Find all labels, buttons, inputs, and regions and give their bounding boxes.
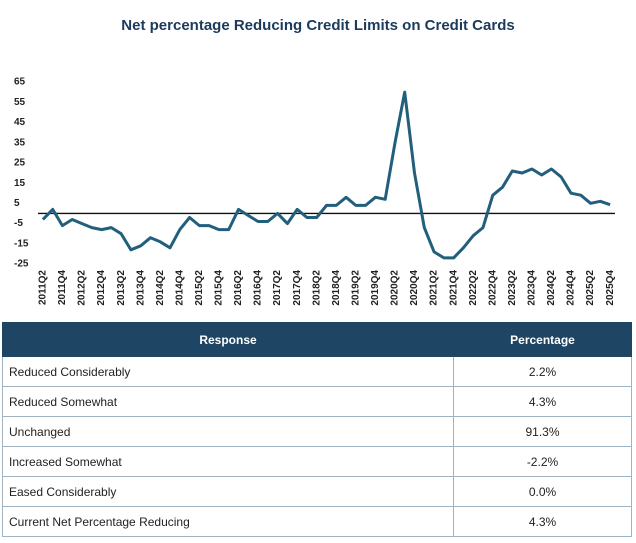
response-cell: Reduced Somewhat — [2, 386, 454, 417]
x-tick-label: 2013Q4 — [135, 270, 146, 306]
y-tick-label: 55 — [14, 97, 26, 108]
y-tick-label: 15 — [14, 178, 26, 189]
percentage-cell: 2.2% — [453, 356, 632, 387]
y-tick-label: 65 — [14, 77, 26, 88]
x-tick-label: 2012Q4 — [96, 270, 107, 306]
percentage-cell: 0.0% — [453, 476, 632, 507]
y-tick-label: 25 — [14, 158, 26, 169]
percentage-cell: 4.3% — [453, 506, 632, 537]
percentage-cell: 91.3% — [453, 416, 632, 447]
x-tick-label: 2013Q2 — [116, 270, 127, 306]
x-tick-label: 2022Q2 — [468, 270, 479, 306]
x-tick-label: 2023Q4 — [527, 270, 538, 306]
x-tick-label: 2024Q4 — [566, 270, 577, 306]
x-tick-label: 2012Q2 — [77, 270, 88, 306]
x-tick-label: 2011Q2 — [38, 270, 49, 305]
chart: Net percentage Reducing Credit Limits on… — [14, 17, 616, 306]
table-row: Eased Considerably 0.0% — [2, 476, 632, 507]
y-tick-label: 35 — [14, 137, 26, 148]
x-tick-label: 2020Q2 — [390, 270, 401, 306]
table-row: Unchanged 91.3% — [2, 416, 632, 447]
table-row: Reduced Considerably 2.2% — [2, 356, 632, 387]
y-tick-label: 5 — [14, 198, 20, 209]
table-header: Response Percentage — [2, 322, 632, 357]
chart-title: Net percentage Reducing Credit Limits on… — [121, 17, 514, 34]
x-tick-label: 2019Q2 — [350, 270, 361, 306]
x-tick-label: 2015Q4 — [214, 270, 225, 306]
x-tick-label: 2016Q2 — [233, 270, 244, 306]
percentage-cell: 4.3% — [453, 386, 632, 417]
x-tick-label: 2016Q4 — [253, 270, 264, 306]
response-cell: Increased Somewhat — [2, 446, 454, 477]
table-row: Reduced Somewhat 4.3% — [2, 386, 632, 417]
y-tick-label: 45 — [14, 117, 26, 128]
x-tick-label: 2023Q2 — [507, 270, 518, 306]
x-tick-label: 2014Q4 — [174, 270, 185, 306]
x-tick-label: 2020Q4 — [409, 270, 420, 306]
response-cell: Reduced Considerably — [2, 356, 454, 387]
y-tick-label: -15 — [14, 238, 29, 249]
column-header: Percentage — [453, 322, 632, 357]
table-row: Increased Somewhat -2.2% — [2, 446, 632, 477]
table-body: Reduced Considerably 2.2% Reduced Somewhat… — [2, 356, 632, 537]
x-tick-label: 2015Q2 — [194, 270, 205, 306]
x-tick-label: 2025Q2 — [585, 270, 596, 306]
x-tick-label: 2024Q2 — [546, 270, 557, 306]
x-tick-label: 2014Q2 — [155, 270, 166, 306]
x-tick-label: 2017Q4 — [292, 270, 303, 306]
x-tick-label: 2011Q4 — [57, 270, 68, 305]
x-tick-label: 2022Q4 — [487, 270, 498, 306]
percentage-cell: -2.2% — [453, 446, 632, 477]
response-cell: Current Net Percentage Reducing — [2, 506, 454, 537]
response-cell: Unchanged — [2, 416, 454, 447]
data-line — [41, 90, 611, 260]
x-tick-label: 2017Q2 — [272, 270, 283, 306]
x-tick-label: 2019Q4 — [370, 270, 381, 306]
y-tick-label: -25 — [14, 259, 29, 270]
column-header: Response — [2, 322, 454, 357]
x-tick-label: 2018Q4 — [331, 270, 342, 306]
x-tick-label: 2025Q4 — [605, 270, 616, 306]
x-tick-label: 2021Q4 — [448, 270, 459, 306]
x-tick-label: 2018Q2 — [311, 270, 322, 306]
table-row: Current Net Percentage Reducing 4.3% — [2, 506, 632, 537]
response-table: Response Percentage Reduced Considerably 2… — [2, 322, 632, 537]
response-cell: Eased Considerably — [2, 476, 454, 507]
x-tick-label: 2021Q2 — [429, 270, 440, 306]
y-tick-label: -5 — [14, 218, 23, 229]
